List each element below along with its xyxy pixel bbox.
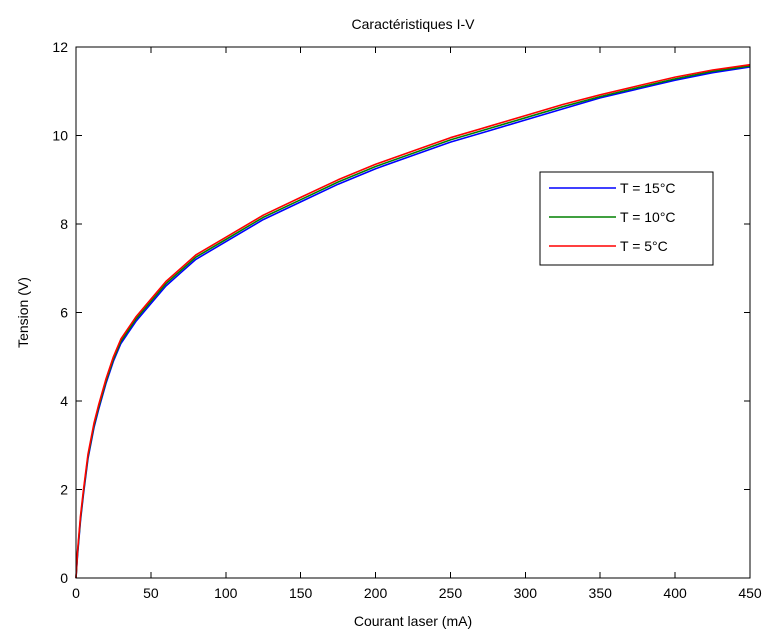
legend-label-2: T = 5°C bbox=[620, 238, 668, 254]
x-tick-label: 350 bbox=[589, 585, 613, 601]
x-tick-label: 300 bbox=[514, 585, 538, 601]
y-tick-label: 0 bbox=[60, 570, 68, 586]
chart-title: Caractéristiques I-V bbox=[352, 16, 476, 32]
y-tick-label: 12 bbox=[52, 39, 68, 55]
y-tick-label: 8 bbox=[60, 216, 68, 232]
x-tick-label: 450 bbox=[738, 585, 762, 601]
y-tick-label: 2 bbox=[60, 482, 68, 498]
x-tick-label: 100 bbox=[214, 585, 238, 601]
y-tick-label: 6 bbox=[60, 305, 68, 321]
legend: T = 15°C T = 10°C T = 5°C bbox=[539, 171, 714, 266]
x-tick-label: 250 bbox=[439, 585, 463, 601]
plot-area bbox=[76, 47, 750, 578]
y-tick-label: 10 bbox=[52, 128, 68, 144]
series-layer bbox=[75, 63, 751, 579]
axes-layer: 0 50 100 150 200 250 300 350 400 450 0 2 4 6 8 10 12 bbox=[52, 39, 761, 601]
x-tick-label: 200 bbox=[364, 585, 388, 601]
x-tick-label: 400 bbox=[663, 585, 687, 601]
x-axis-label: Courant laser (mA) bbox=[354, 613, 472, 629]
series-line-2 bbox=[75, 63, 751, 579]
legend-label-1: T = 10°C bbox=[620, 209, 676, 225]
x-tick-label: 50 bbox=[143, 585, 159, 601]
legend-label-0: T = 15°C bbox=[620, 180, 676, 196]
y-axis-label: Tension (V) bbox=[15, 277, 31, 348]
x-tick-label: 0 bbox=[72, 585, 80, 601]
x-tick-label: 150 bbox=[289, 585, 313, 601]
y-tick-label: 4 bbox=[60, 393, 68, 409]
